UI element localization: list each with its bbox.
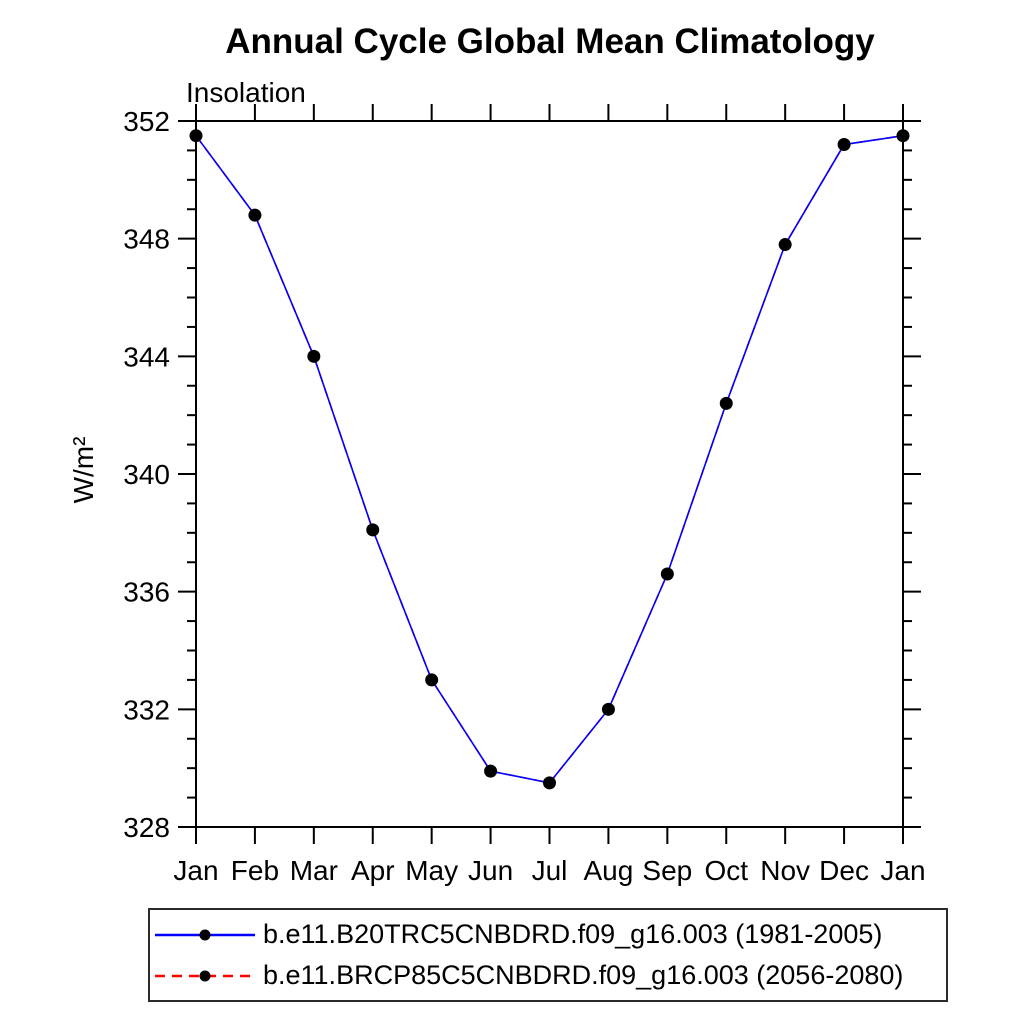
x-tick-label: Sep: [642, 855, 692, 886]
legend-marker-dot: [199, 970, 211, 981]
data-point-marker: [366, 523, 380, 537]
x-tick-label: Mar: [290, 855, 338, 886]
legend-marker-dot: [199, 929, 211, 940]
legend-box: b.e11.B20TRC5CNBDRD.f09_g16.003 (1981-20…: [148, 908, 948, 1002]
y-tick-label: 352: [123, 106, 170, 137]
x-tick-label: Nov: [760, 855, 810, 886]
series-line-0: [195, 134, 904, 784]
chart-title: Annual Cycle Global Mean Climatology: [225, 22, 875, 61]
data-point-marker: [837, 138, 851, 152]
x-tick-label: Jun: [468, 855, 513, 886]
data-point-marker: [543, 776, 556, 790]
legend-sample-dashed-line: [155, 970, 255, 981]
x-tick-label: Aug: [584, 855, 634, 886]
x-tick-label: Dec: [819, 855, 869, 886]
data-point-marker: [601, 702, 615, 716]
legend-entry-historical: b.e11.B20TRC5CNBDRD.f09_g16.003 (1981-20…: [155, 914, 946, 955]
data-point-marker: [425, 673, 439, 687]
x-tick-label: Apr: [351, 855, 395, 886]
legend-label-historical: b.e11.B20TRC5CNBDRD.f09_g16.003 (1981-20…: [263, 919, 883, 949]
y-tick-label: 332: [123, 694, 170, 725]
data-point-marker: [719, 396, 733, 410]
plot-frame: [195, 120, 904, 828]
x-tick-label: May: [405, 855, 458, 886]
legend-label-rcp85: b.e11.BRCP85C5CNBDRD.f09_g16.003 (2056-2…: [263, 960, 904, 990]
data-point-marker: [660, 567, 674, 581]
data-point-marker: [484, 764, 498, 778]
y-tick-label: 348: [123, 224, 170, 255]
y-tick-label: 340: [123, 459, 170, 490]
x-tick-label: Jul: [532, 855, 568, 886]
y-tick-label: 328: [123, 812, 170, 843]
x-tick-label: Jan: [173, 855, 218, 886]
data-point-marker: [778, 238, 792, 252]
data-point-marker: [189, 129, 203, 143]
legend-sample-solid-line: [155, 929, 255, 940]
series-line-1: [195, 134, 904, 784]
chart-subtitle: Insolation: [186, 77, 306, 108]
x-tick-label: Jan: [880, 855, 925, 886]
legend-entry-rcp85: b.e11.BRCP85C5CNBDRD.f09_g16.003 (2056-2…: [155, 955, 946, 996]
y-tick-label: 344: [123, 341, 170, 372]
x-tick-label: Feb: [231, 855, 279, 886]
data-point-marker: [896, 129, 910, 143]
x-tick-label: Oct: [704, 855, 748, 886]
data-point-marker: [248, 208, 262, 222]
y-tick-label: 336: [123, 577, 170, 608]
data-point-marker: [307, 349, 321, 363]
